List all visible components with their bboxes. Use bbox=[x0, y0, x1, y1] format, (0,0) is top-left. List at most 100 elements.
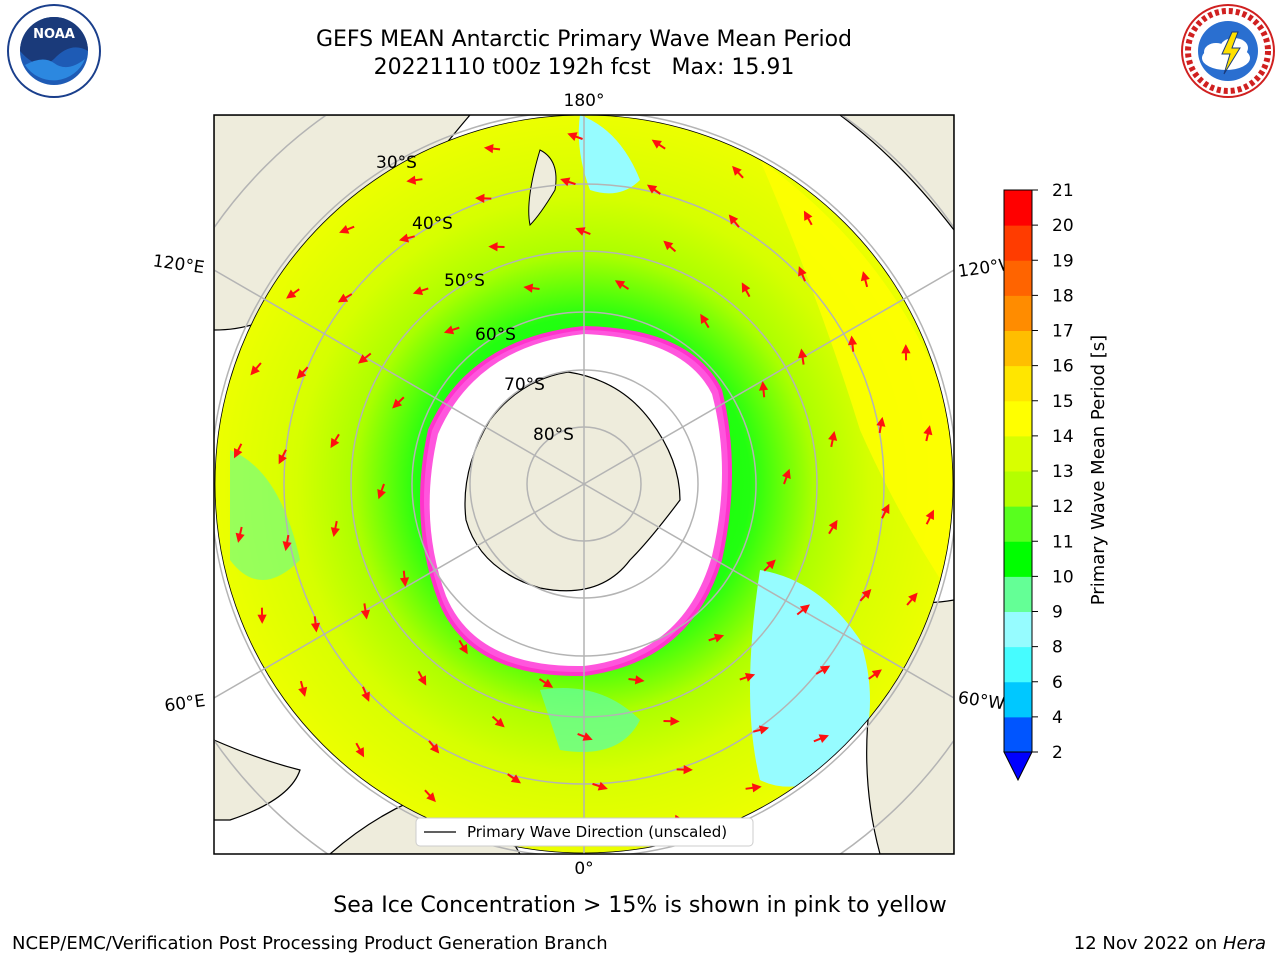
footer-machine: Hera bbox=[1223, 933, 1266, 954]
wave-arrow-head bbox=[819, 665, 831, 675]
colorbar-label: Primary Wave Mean Period [s] bbox=[1088, 335, 1109, 605]
chart-title-line1: GEFS MEAN Antarctic Primary Wave Mean Pe… bbox=[315, 27, 853, 52]
wave-arrow-head bbox=[741, 282, 751, 293]
wave-arrow-head bbox=[417, 675, 427, 686]
wave-arrow-head bbox=[798, 266, 807, 277]
wave-arrow-head bbox=[459, 643, 468, 655]
wave-arrow-head bbox=[429, 743, 440, 754]
lon-label-120e: 120°E bbox=[152, 251, 206, 278]
colorbar-tick-label: 20 bbox=[1052, 216, 1074, 236]
colorbar-segment bbox=[1004, 611, 1032, 648]
wave-arrow-head bbox=[847, 335, 858, 346]
wave-arrow-head bbox=[542, 678, 554, 688]
wave-arrow-head bbox=[234, 448, 243, 459]
wave-arrow-head bbox=[728, 214, 739, 225]
footer-branch: NCEP/EMC/Verification Post Processing Pr… bbox=[12, 933, 608, 954]
wave-arrow-head bbox=[901, 344, 911, 354]
lat-label-40s: 40°S bbox=[412, 214, 453, 234]
wave-arrow-head bbox=[818, 734, 829, 743]
colorbar-segment bbox=[1004, 260, 1032, 296]
lat-label-30s: 30°S bbox=[376, 153, 417, 173]
wave-arrow-head bbox=[406, 175, 417, 185]
wave-arrow-head bbox=[355, 747, 365, 758]
wave-arrow-head bbox=[286, 289, 297, 299]
wave-arrow-head bbox=[876, 416, 886, 427]
wave-arrow-head bbox=[278, 453, 287, 465]
wave-arrow-head bbox=[732, 165, 742, 176]
wave-arrow-head bbox=[782, 468, 791, 480]
colorbar-tick-label: 8 bbox=[1052, 638, 1063, 658]
wave-arrow-head bbox=[510, 774, 522, 784]
colorbar-extend-low bbox=[1003, 751, 1033, 782]
wave-arrow-head bbox=[798, 348, 808, 359]
wave-arrow-head bbox=[250, 365, 260, 376]
wave-arrow-head bbox=[377, 488, 386, 500]
colorbar-segment bbox=[1004, 646, 1032, 683]
colorbar-tick-label: 4 bbox=[1052, 708, 1063, 728]
lat-label-80s: 80°S bbox=[533, 425, 574, 445]
wave-arrow-head bbox=[494, 717, 505, 728]
colorbar-tick-label: 16 bbox=[1052, 357, 1074, 377]
wave-arrow-head bbox=[360, 609, 370, 620]
wave-period-field bbox=[230, 115, 953, 787]
noaa-logo: NOAA bbox=[7, 4, 101, 98]
colorbar-segment bbox=[1004, 400, 1032, 437]
wave-arrow-head bbox=[881, 503, 890, 515]
land-madagascar bbox=[214, 739, 301, 821]
colorbar: 2 4 6 8 9 10 11 12 13 14 15 16 17 18 19 20 21 bbox=[1003, 181, 1074, 782]
colorbar-segment bbox=[1004, 541, 1032, 577]
wave-arrow-head bbox=[235, 532, 245, 543]
wave-arrow-head bbox=[871, 669, 882, 679]
graticule bbox=[214, 115, 954, 854]
wave-arrow-head bbox=[575, 227, 586, 236]
colorbar-segment bbox=[1004, 190, 1032, 226]
lat-label-60s: 60°S bbox=[475, 325, 516, 345]
sea-ice-note: Sea Ice Concentration > 15% is shown in … bbox=[333, 893, 947, 918]
wave-arrow-head bbox=[713, 633, 725, 643]
legend-label: Primary Wave Direction (unscaled) bbox=[467, 823, 727, 841]
wave-arrow-head bbox=[399, 577, 410, 587]
wave-arrow-head bbox=[358, 354, 369, 364]
colorbar-tick-label: 2 bbox=[1052, 743, 1063, 763]
noaa-text: NOAA bbox=[33, 27, 75, 42]
colorbar-tick-label: 12 bbox=[1052, 497, 1074, 517]
colorbar-segment bbox=[1004, 506, 1032, 542]
lon-label-60w: 60°W bbox=[957, 688, 1006, 714]
wave-arrow-head bbox=[523, 283, 534, 293]
wave-arrow-head bbox=[560, 177, 571, 187]
colorbar-tick-label: 19 bbox=[1052, 251, 1074, 271]
wave-arrow-head bbox=[330, 437, 340, 449]
wave-arrow-head bbox=[828, 519, 838, 531]
wave-arrow-head bbox=[398, 233, 410, 243]
wave-direction-arrows bbox=[234, 132, 934, 836]
wave-arrow-head bbox=[670, 716, 680, 726]
wave-arrow-head bbox=[925, 509, 934, 520]
wave-arrow-head bbox=[330, 527, 340, 538]
colorbar-segment bbox=[1004, 225, 1032, 261]
colorbar-tick-label: 11 bbox=[1052, 532, 1074, 552]
wave-arrow-head bbox=[923, 425, 933, 436]
wave-arrow-head bbox=[483, 144, 494, 154]
wave-arrow-head bbox=[751, 783, 762, 793]
colorbar-tick-label: 14 bbox=[1052, 427, 1074, 447]
colorbar-tick-label: 21 bbox=[1052, 181, 1074, 201]
plot-frame bbox=[213, 114, 955, 855]
wave-arrow-head bbox=[337, 293, 349, 303]
wave-arrow-head bbox=[663, 240, 674, 251]
wave-arrow-head bbox=[861, 588, 872, 599]
wave-arrow-head bbox=[443, 325, 455, 335]
wave-arrow-head bbox=[634, 675, 645, 685]
wave-arrow-head bbox=[361, 691, 370, 702]
lat-label-70s: 70°S bbox=[504, 375, 545, 395]
colorbar-segment bbox=[1004, 681, 1032, 718]
wave-arrow-head bbox=[257, 614, 267, 624]
legend: Primary Wave Direction (unscaled) bbox=[415, 817, 754, 847]
colorbar-segment bbox=[1004, 295, 1032, 331]
wave-arrow-head bbox=[651, 139, 662, 149]
wave-arrow-head bbox=[296, 369, 307, 380]
wave-arrow-head bbox=[860, 271, 870, 282]
chart-title-line2: 20221110 t00z 192h fcst Max: 15.91 bbox=[373, 55, 795, 80]
lon-label-top: 180° bbox=[564, 91, 605, 111]
wave-arrow-head bbox=[700, 313, 709, 325]
